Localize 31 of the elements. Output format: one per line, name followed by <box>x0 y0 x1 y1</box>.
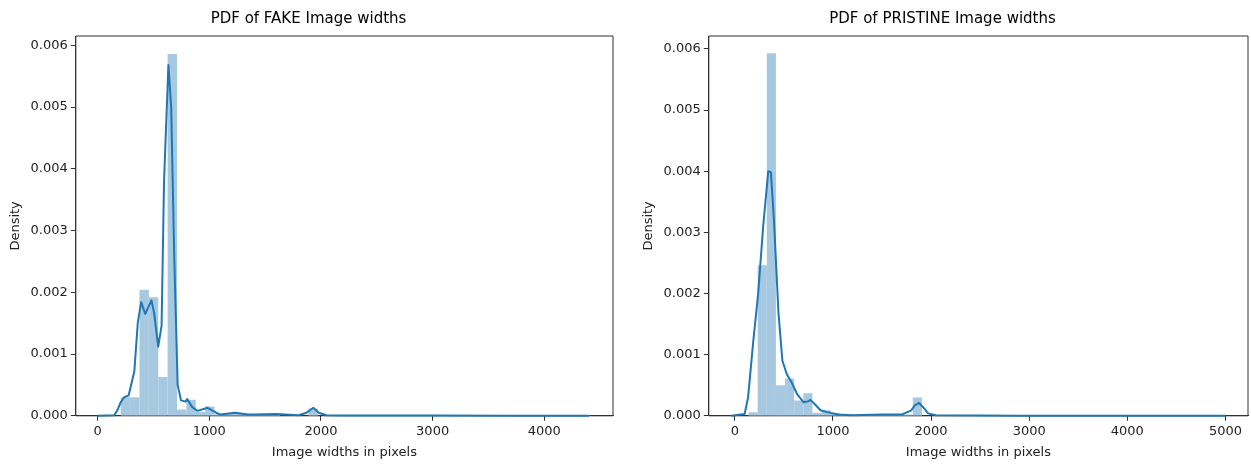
chart-title: PDF of FAKE Image widths <box>210 8 407 27</box>
y-axis-title: Density <box>7 200 23 251</box>
x-tick-label: 0 <box>93 422 102 438</box>
y-tick-label: 0.005 <box>663 101 701 117</box>
x-tick-label: 2000 <box>914 422 948 438</box>
y-tick-label: 0.004 <box>663 162 701 178</box>
y-tick-label: 0.005 <box>30 98 68 114</box>
x-tick-label: 4000 <box>527 422 561 438</box>
x-tick-label: 0 <box>730 422 739 438</box>
x-tick-label: 2000 <box>304 422 338 438</box>
y-tick-label: 0.006 <box>30 36 68 52</box>
y-tick-label: 0.001 <box>30 345 68 361</box>
x-axis-title: Image widths in pixels <box>905 443 1052 459</box>
x-tick-label: 3000 <box>1012 422 1046 438</box>
chart-title: PDF of PRISTINE Image widths <box>829 8 1056 27</box>
x-tick-label: 1000 <box>192 422 226 438</box>
y-tick-label: 0.003 <box>30 221 68 237</box>
y-axis-title: Density <box>640 200 656 251</box>
x-tick-label: 4000 <box>1110 422 1144 438</box>
y-tick-label: 0.001 <box>663 346 701 362</box>
x-tick-label: 3000 <box>416 422 450 438</box>
y-tick-label: 0.002 <box>663 284 701 300</box>
x-axis-title: Image widths in pixels <box>271 443 418 459</box>
y-tick-label: 0.003 <box>663 223 701 239</box>
y-tick-label: 0.002 <box>30 283 68 299</box>
x-tick-label: 1000 <box>816 422 850 438</box>
y-tick-label: 0.006 <box>663 40 701 56</box>
y-tick-label: 0.000 <box>30 407 68 423</box>
y-tick-label: 0.004 <box>30 160 68 176</box>
y-tick-label: 0.000 <box>663 407 701 423</box>
x-tick-label: 5000 <box>1208 422 1242 438</box>
